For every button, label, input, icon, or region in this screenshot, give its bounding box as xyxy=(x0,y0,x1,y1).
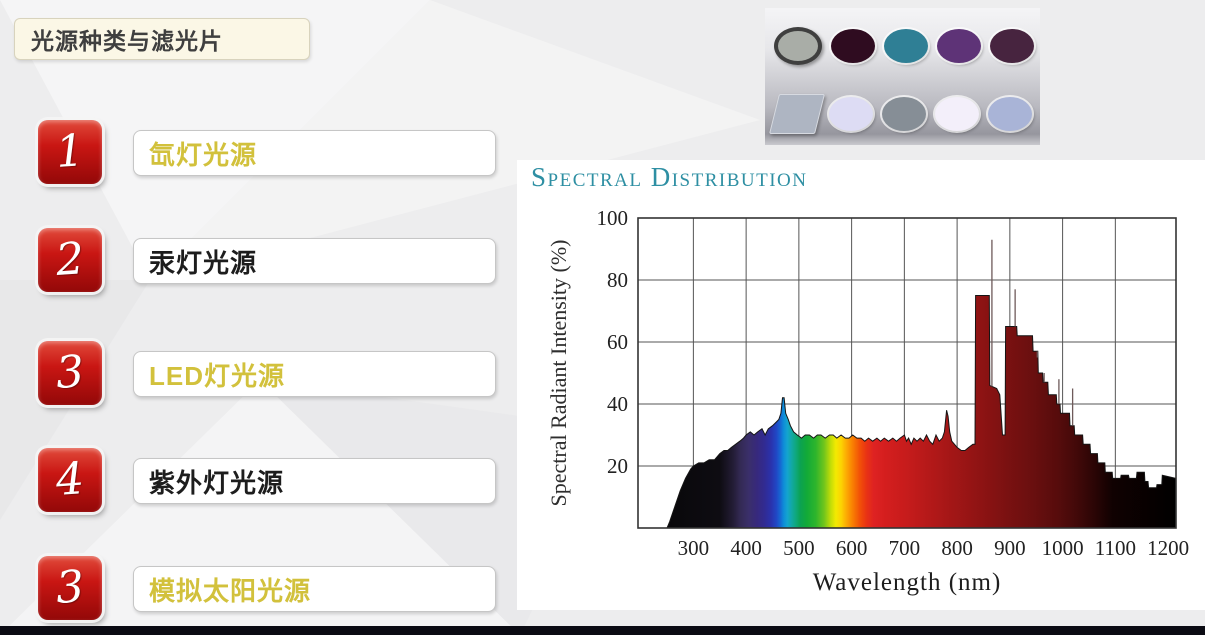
x-axis-label: Wavelength (nm) xyxy=(813,569,1002,596)
item-label: 氙灯光源 xyxy=(149,139,258,170)
light-source-item-2: 2 汞灯光源 xyxy=(38,228,496,294)
filter-square xyxy=(769,94,825,134)
filter-circle xyxy=(831,29,875,63)
filter-circle xyxy=(935,97,979,131)
chart-panel: Spectral Distribution Spectral Radiant I… xyxy=(517,160,1205,610)
badge-number: 1 xyxy=(54,125,86,178)
svg-text:1200: 1200 xyxy=(1147,536,1189,560)
item-label: LED灯光源 xyxy=(149,360,286,391)
item-label-box: 汞灯光源 xyxy=(133,238,496,284)
svg-text:300: 300 xyxy=(678,536,710,560)
svg-text:900: 900 xyxy=(994,536,1026,560)
y-axis-label: Spectral Radiant Intensity (%) xyxy=(546,239,571,507)
svg-text:80: 80 xyxy=(607,268,628,292)
filters-row-1 xyxy=(765,26,1040,66)
light-source-item-1: 1 氙灯光源 xyxy=(38,120,496,186)
number-badge: 3 xyxy=(38,556,102,620)
item-label-box: 紫外灯光源 xyxy=(133,458,496,504)
page-title-box: 光源种类与滤光片 xyxy=(14,18,310,60)
item-label: 模拟太阳光源 xyxy=(149,575,312,606)
light-source-item-4: 4 紫外灯光源 xyxy=(38,448,496,514)
filter-ring xyxy=(774,27,822,65)
badge-number: 2 xyxy=(54,233,86,286)
svg-text:1100: 1100 xyxy=(1095,536,1136,560)
number-badge: 1 xyxy=(38,120,102,184)
chart-title: Spectral Distribution xyxy=(531,162,808,192)
light-source-item-5: 3 模拟太阳光源 xyxy=(38,556,496,622)
item-label-box: LED灯光源 xyxy=(133,351,496,397)
number-badge: 2 xyxy=(38,228,102,292)
svg-text:800: 800 xyxy=(941,536,973,560)
badge-number: 3 xyxy=(54,346,86,399)
svg-text:60: 60 xyxy=(607,330,628,354)
footer-bar xyxy=(0,626,1205,635)
svg-text:1000: 1000 xyxy=(1042,536,1084,560)
svg-text:100: 100 xyxy=(597,206,629,230)
filter-circle xyxy=(884,29,928,63)
svg-text:400: 400 xyxy=(730,536,762,560)
svg-text:20: 20 xyxy=(607,454,628,478)
svg-text:500: 500 xyxy=(783,536,815,560)
filter-circle xyxy=(990,29,1034,63)
filters-row-2 xyxy=(765,94,1040,134)
number-badge: 4 xyxy=(38,448,102,512)
badge-number: 4 xyxy=(54,453,86,506)
page-title: 光源种类与滤光片 xyxy=(31,28,223,54)
svg-text:700: 700 xyxy=(889,536,921,560)
filters-image xyxy=(765,8,1040,145)
light-source-item-3: 3 LED灯光源 xyxy=(38,341,496,407)
item-label-box: 模拟太阳光源 xyxy=(133,566,496,612)
number-badge: 3 xyxy=(38,341,102,405)
svg-text:600: 600 xyxy=(836,536,868,560)
spectral-distribution-chart: 20 40 60 80 100 300 400 500 600 700 800 900 1000 1100… xyxy=(597,206,1190,596)
item-label: 紫外灯光源 xyxy=(149,467,285,498)
svg-text:40: 40 xyxy=(607,392,628,416)
item-label-box: 氙灯光源 xyxy=(133,130,496,176)
filter-circle xyxy=(937,29,981,63)
filter-circle xyxy=(882,97,926,131)
item-label: 汞灯光源 xyxy=(149,247,258,278)
filter-circle xyxy=(829,97,873,131)
filter-circle xyxy=(988,97,1032,131)
badge-number: 3 xyxy=(54,561,86,614)
